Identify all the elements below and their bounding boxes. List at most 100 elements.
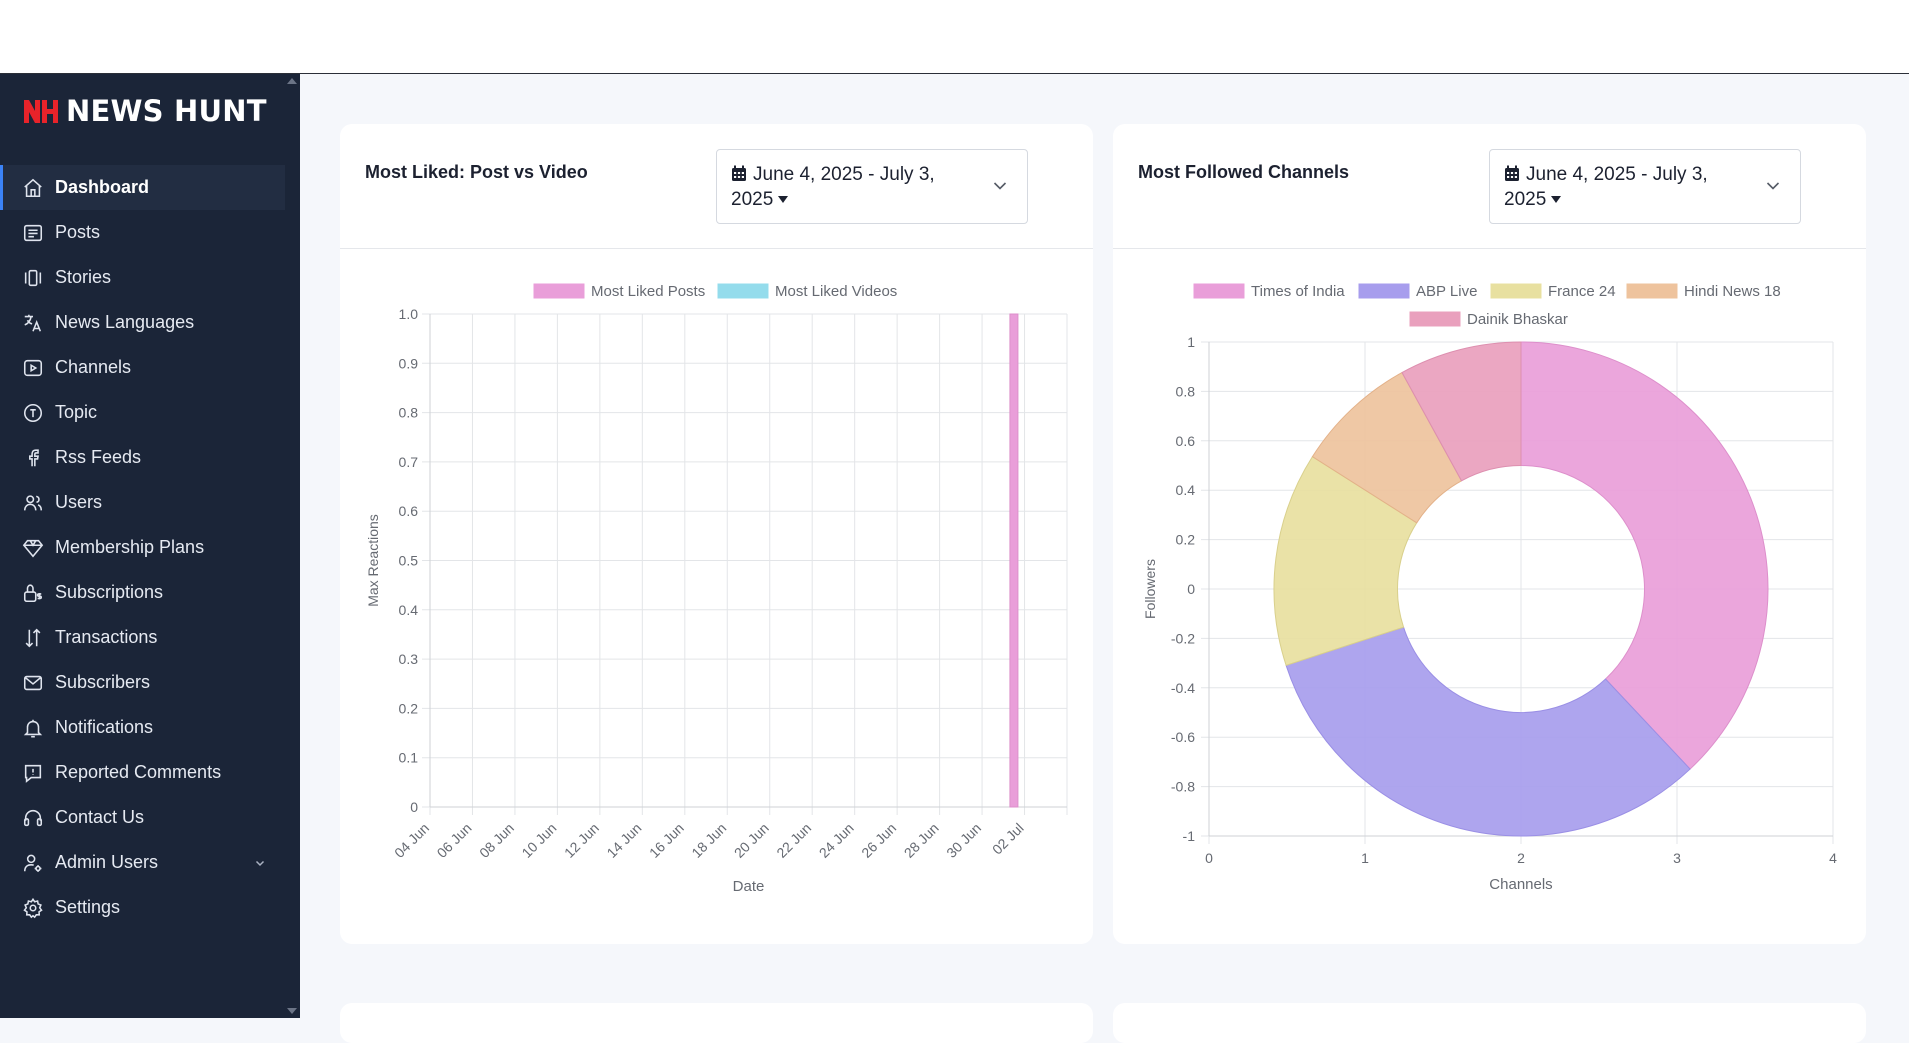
legend-swatch: [533, 283, 585, 299]
sidebar-scroll-down-arrow[interactable]: [287, 1008, 297, 1014]
legend-label: Most Liked Videos: [775, 283, 897, 300]
x-tick-label: 02 Jul: [989, 820, 1027, 858]
chevron-down-icon: [993, 182, 1007, 190]
sidebar-nav: Dashboard Posts Stories News Languages C…: [0, 165, 300, 930]
card-header: Most Followed Channels June 4, 2025 - Ju…: [1113, 124, 1866, 249]
y-axis-title: Max Reactions: [365, 514, 381, 607]
facebook-icon: [22, 447, 44, 469]
sidebar-item-reported-comments[interactable]: Reported Comments: [0, 750, 300, 795]
y-tick-label: 0.2: [1176, 532, 1196, 548]
x-tick-label: 2: [1517, 850, 1525, 866]
most-liked-card: Most Liked: Post vs Video June 4, 2025 -…: [340, 124, 1093, 944]
diamond-icon: [22, 537, 44, 559]
date-range-picker[interactable]: June 4, 2025 - July 3, 2025: [1489, 149, 1801, 224]
sidebar-item-label: Subscribers: [55, 672, 151, 692]
x-tick-label: 26 Jun: [858, 820, 899, 861]
card-title: Most Followed Channels: [1138, 162, 1350, 182]
sidebar-item-label: Subscriptions: [55, 582, 164, 602]
sidebar-item-transactions[interactable]: Transactions: [0, 615, 300, 660]
sidebar-item-posts[interactable]: Posts: [0, 210, 300, 255]
sidebar-item-admin-users[interactable]: Admin Users: [0, 840, 300, 885]
y-tick-label: -0.2: [1171, 630, 1195, 646]
legend-label: Dainik Bhaskar: [1467, 311, 1568, 328]
sidebar-item-label: Notifications: [55, 717, 154, 737]
doughnut-slice-france-24: [1273, 455, 1418, 666]
most-followed-card: Most Followed Channels June 4, 2025 - Ju…: [1113, 124, 1866, 944]
sidebar-item-label: Posts: [55, 222, 101, 242]
sidebar-item-news-languages[interactable]: News Languages: [0, 300, 300, 345]
y-tick-label: -0.4: [1171, 680, 1195, 696]
y-tick-label: 1: [1187, 334, 1195, 350]
sidebar-item-label: News Languages: [55, 312, 195, 332]
x-tick-label: 28 Jun: [901, 820, 942, 861]
sidebar-item-subscriptions[interactable]: Subscriptions: [0, 570, 300, 615]
date-range-text-line1: June 4, 2025 - July 3,: [1526, 164, 1708, 185]
sidebar-item-topic[interactable]: Topic: [0, 390, 300, 435]
y-tick-label: 0: [410, 799, 418, 815]
y-tick-label: 0.7: [399, 454, 419, 470]
headset-icon: [22, 807, 44, 829]
legend-label: France 24: [1548, 283, 1616, 300]
brand-name: NEWS HUNT: [66, 94, 267, 128]
x-tick-label: 0: [1205, 850, 1213, 866]
users-icon: [22, 492, 44, 514]
brand-logo[interactable]: NEWS HUNT: [22, 94, 267, 128]
x-tick-label: 16 Jun: [646, 820, 687, 861]
x-tick-label: 1: [1361, 850, 1369, 866]
y-tick-label: 0.6: [1176, 433, 1196, 449]
sidebar-item-label: Stories: [55, 267, 112, 287]
legend-swatch: [1193, 283, 1245, 299]
bell-icon: [22, 717, 44, 739]
chevron-down-icon[interactable]: [254, 857, 266, 869]
legend-label: Times of India: [1251, 283, 1345, 300]
y-tick-label: 0.4: [1176, 482, 1196, 498]
doughnut-slice-abp-live: [1285, 626, 1691, 837]
sidebar-item-rss-feeds[interactable]: Rss Feeds: [0, 435, 300, 480]
sidebar-item-stories[interactable]: Stories: [0, 255, 300, 300]
sidebar-item-label: Reported Comments: [55, 762, 222, 782]
sidebar-item-channels[interactable]: Channels: [0, 345, 300, 390]
transfer-icon: [22, 627, 44, 649]
sidebar-item-settings[interactable]: Settings: [0, 885, 300, 930]
y-tick-label: 0.5: [399, 553, 419, 569]
x-tick-label: 3: [1673, 850, 1681, 866]
y-tick-label: 0.4: [399, 602, 419, 618]
stories-icon: [22, 267, 44, 289]
list-icon: [22, 222, 44, 244]
y-tick-label: 0: [1187, 581, 1195, 597]
sidebar-item-label: Rss Feeds: [55, 447, 142, 467]
sidebar-item-notifications[interactable]: Notifications: [0, 705, 300, 750]
y-tick-label: 0.8: [1176, 383, 1196, 399]
x-axis-title: Date: [733, 878, 765, 895]
chart-legend: Most Liked Posts Most Liked Videos: [533, 283, 897, 300]
sidebar-item-membership-plans[interactable]: Membership Plans: [0, 525, 300, 570]
y-tick-label: -1: [1183, 828, 1196, 844]
caret-down-icon: [778, 196, 789, 203]
sidebar: NEWS HUNT Dashboard Posts Stories News L…: [0, 74, 300, 1018]
date-range-picker[interactable]: June 4, 2025 - July 3, 2025: [716, 149, 1028, 224]
sidebar-item-dashboard[interactable]: Dashboard: [0, 165, 285, 210]
legend-label: ABP Live: [1416, 283, 1477, 300]
legend-label: Most Liked Posts: [591, 283, 705, 300]
sidebar-item-users[interactable]: Users: [0, 480, 300, 525]
x-tick-label: 08 Jun: [476, 820, 517, 861]
sidebar-scroll-up-arrow[interactable]: [287, 78, 297, 84]
x-tick-label: 10 Jun: [518, 820, 559, 861]
caret-down-icon: [1551, 196, 1562, 203]
user-gear-icon: [22, 852, 44, 874]
bar-most-liked-posts: [1009, 313, 1019, 808]
legend-label: Hindi News 18: [1684, 283, 1781, 300]
sidebar-item-subscribers[interactable]: Subscribers: [0, 660, 300, 705]
sidebar-item-contact-us[interactable]: Contact Us: [0, 795, 300, 840]
sidebar-item-label: Settings: [55, 897, 121, 917]
legend-swatch: [1409, 311, 1461, 327]
calendar-icon: [1505, 165, 1519, 181]
sidebar-item-label: Admin Users: [55, 852, 159, 872]
calendar-icon: [732, 165, 746, 181]
y-tick-label: -0.8: [1171, 779, 1195, 795]
x-tick-label: 24 Jun: [816, 820, 857, 861]
y-tick-label: 0.8: [399, 405, 419, 421]
gear-icon: [22, 897, 44, 919]
sidebar-item-label: Channels: [55, 357, 132, 377]
y-tick-label: 0.3: [399, 651, 419, 667]
